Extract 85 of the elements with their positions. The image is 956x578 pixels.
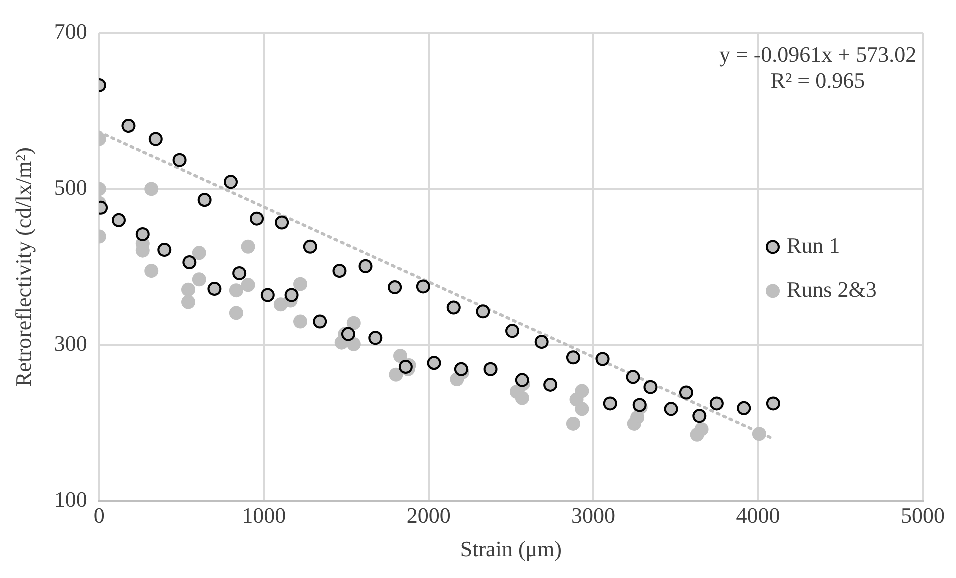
point bbox=[566, 416, 580, 431]
annotation: R² = 0.965 bbox=[770, 68, 866, 93]
point bbox=[341, 327, 356, 342]
point bbox=[274, 298, 288, 312]
y-tick-label: 500 bbox=[54, 174, 88, 200]
point bbox=[313, 314, 328, 329]
point bbox=[394, 349, 408, 364]
point bbox=[303, 240, 318, 254]
point bbox=[148, 132, 163, 146]
point bbox=[358, 259, 373, 274]
point bbox=[208, 282, 222, 296]
point bbox=[182, 282, 196, 297]
point bbox=[626, 370, 640, 384]
point bbox=[182, 295, 196, 310]
y-tick-label: 300 bbox=[54, 330, 88, 356]
point bbox=[332, 264, 347, 278]
point bbox=[388, 280, 402, 294]
point bbox=[144, 182, 159, 196]
point bbox=[294, 277, 308, 292]
point bbox=[692, 409, 707, 424]
point bbox=[172, 153, 187, 168]
x-tick-label: 0 bbox=[94, 503, 105, 528]
point bbox=[644, 380, 658, 394]
y-axis-title: Retroreflectivity (cd/lx/m²) bbox=[10, 148, 36, 387]
point bbox=[192, 246, 206, 260]
point bbox=[506, 324, 520, 338]
point bbox=[198, 193, 212, 208]
point bbox=[454, 362, 468, 376]
point bbox=[515, 373, 530, 388]
point bbox=[144, 264, 159, 278]
point bbox=[416, 280, 430, 294]
legend-label: Runs 2&3 bbox=[787, 276, 877, 302]
point bbox=[766, 396, 780, 411]
point bbox=[192, 272, 206, 287]
point bbox=[275, 216, 290, 230]
point bbox=[389, 368, 404, 382]
point bbox=[544, 378, 558, 392]
x-tick-label: 1000 bbox=[242, 503, 286, 528]
point bbox=[294, 314, 308, 329]
point bbox=[229, 306, 244, 320]
point bbox=[603, 396, 618, 411]
point bbox=[241, 240, 256, 254]
point bbox=[632, 398, 647, 412]
point bbox=[679, 386, 694, 400]
point bbox=[664, 402, 678, 416]
point bbox=[346, 316, 361, 330]
point bbox=[368, 331, 383, 346]
y-tick-label: 700 bbox=[54, 18, 88, 44]
point bbox=[182, 256, 197, 270]
y-tick-label: 100 bbox=[54, 486, 88, 512]
point bbox=[484, 362, 498, 376]
point bbox=[752, 427, 766, 442]
x-tick-label: 4000 bbox=[736, 503, 780, 528]
annotation: y = -0.0961x + 573.02 bbox=[719, 42, 917, 67]
point bbox=[346, 337, 361, 352]
x-tick-label: 2000 bbox=[406, 503, 451, 528]
point bbox=[158, 243, 172, 258]
x-tick-label: 5000 bbox=[901, 503, 945, 528]
point bbox=[398, 360, 413, 374]
point bbox=[630, 410, 645, 425]
point bbox=[284, 288, 299, 302]
x-axis-title: Strain (μm) bbox=[460, 536, 562, 562]
point bbox=[250, 212, 264, 226]
point bbox=[596, 352, 610, 366]
point bbox=[446, 300, 461, 315]
point bbox=[224, 175, 238, 190]
point bbox=[575, 384, 590, 398]
point bbox=[260, 288, 275, 302]
point bbox=[241, 278, 256, 292]
point bbox=[737, 401, 752, 416]
point bbox=[232, 266, 247, 280]
point bbox=[515, 391, 530, 406]
point bbox=[476, 304, 490, 319]
point bbox=[229, 284, 244, 298]
point bbox=[566, 350, 580, 365]
point bbox=[534, 335, 549, 350]
point bbox=[112, 213, 126, 228]
legend-label: Run 1 bbox=[787, 232, 840, 258]
point bbox=[694, 422, 709, 436]
point bbox=[122, 119, 136, 134]
point bbox=[427, 356, 442, 370]
point bbox=[136, 227, 150, 242]
point bbox=[710, 396, 724, 411]
point bbox=[575, 402, 590, 416]
x-tick-label: 3000 bbox=[572, 503, 616, 528]
